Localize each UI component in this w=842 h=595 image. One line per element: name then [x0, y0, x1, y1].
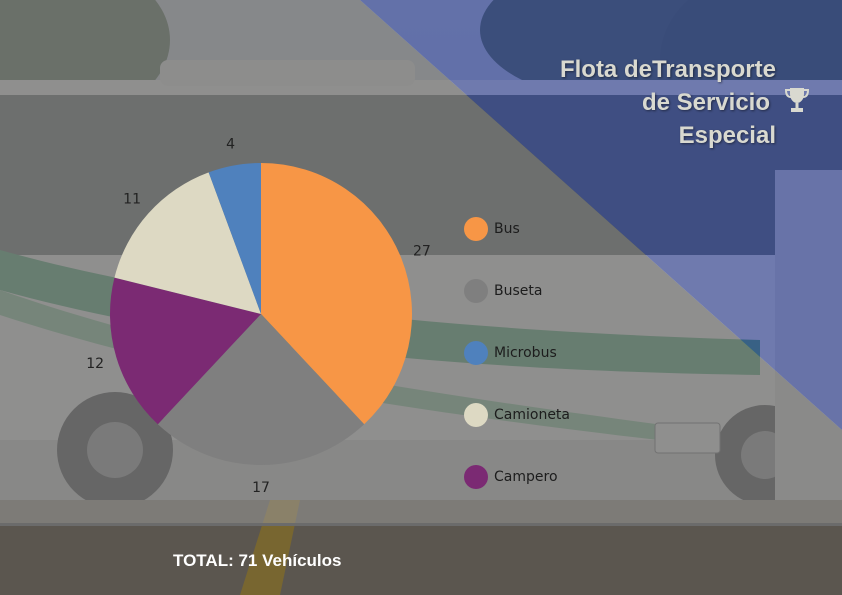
- total-vehicles-label: TOTAL: 71 Vehículos: [173, 551, 342, 570]
- pie-slice-campero: [110, 277, 261, 425]
- page-title-line-1: Flota deTransporte: [559, 56, 776, 83]
- legend-swatch: [464, 403, 488, 427]
- legend-swatch: [464, 341, 488, 365]
- legend-item-microbus: Microbus: [464, 340, 557, 366]
- legend-swatch: [464, 217, 488, 241]
- legend-label: Buseta: [494, 283, 543, 299]
- legend-item-campero: Campero: [464, 464, 558, 490]
- legend-swatch: [464, 465, 488, 489]
- data-label-camioneta: 11: [123, 192, 141, 208]
- data-label-buseta: 17: [252, 480, 270, 496]
- pie-slice-bus: [261, 163, 412, 425]
- pie-slice-camioneta: [114, 172, 261, 314]
- data-label-microbus: 4: [226, 137, 235, 153]
- pie-slice-microbus: [208, 163, 261, 314]
- legend-item-bus: Bus: [464, 216, 520, 242]
- data-label-campero: 12: [86, 356, 104, 372]
- trophy-icon: [784, 88, 810, 112]
- legend-label: Campero: [494, 469, 558, 485]
- legend-swatch: [464, 279, 488, 303]
- legend-label: Bus: [494, 221, 520, 237]
- data-label-bus: 27: [413, 243, 431, 259]
- page-title-line-2: de Servicio: [641, 89, 770, 116]
- page-title-line-3: Especial: [678, 122, 776, 149]
- legend-item-buseta: Buseta: [464, 278, 542, 304]
- pie-slice-buseta: [157, 314, 365, 465]
- legend-label: Microbus: [494, 345, 557, 361]
- legend-label: Camioneta: [494, 407, 571, 423]
- legend-item-camioneta: Camioneta: [464, 402, 570, 428]
